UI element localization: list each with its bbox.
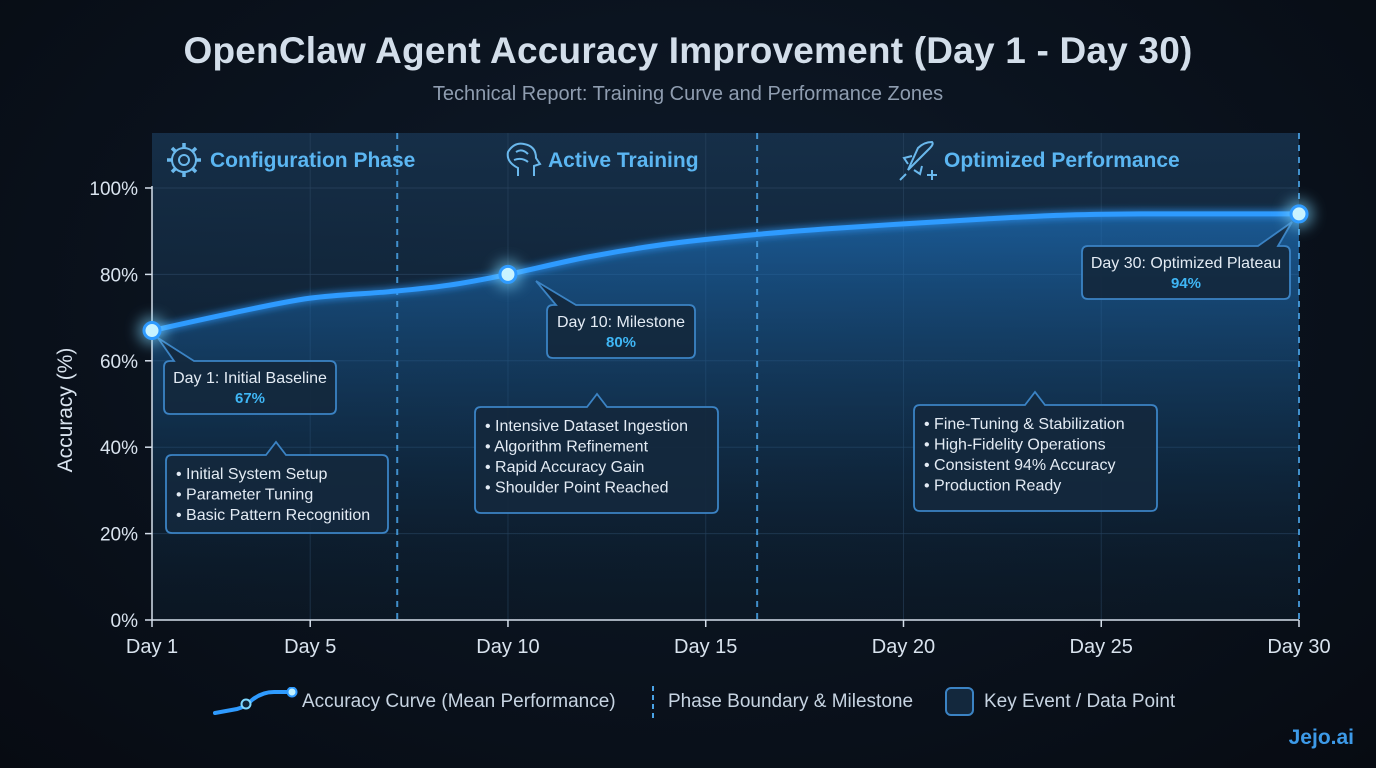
chart-subtitle: Technical Report: Training Curve and Per…	[432, 83, 944, 105]
phase-header: Active Training	[506, 142, 699, 176]
phase-label: Active Training	[548, 149, 699, 172]
phase-note-box: • Intensive Dataset Ingestion • Algorithm…	[474, 392, 719, 514]
dashed-line-icon	[652, 686, 654, 718]
note-bullet: • Intensive Dataset Ingestion	[485, 418, 688, 435]
note-bullet: • Rapid Accuracy Gain	[485, 459, 644, 476]
y-tick-label: 100%	[89, 179, 138, 200]
milestone-callout: Day 30: Optimized Plateau 94%	[1081, 221, 1293, 300]
legend-item-key-event: Key Event / Data Point	[944, 682, 1175, 722]
y-tick-label: 60%	[100, 352, 138, 373]
x-tick-label: Day 1	[126, 636, 178, 658]
x-tick-label: Day 10	[476, 636, 539, 658]
phase-header: Optimized Performance	[899, 140, 1180, 181]
y-tick-label: 80%	[100, 265, 138, 286]
note-bullet: • Production Ready	[924, 478, 1061, 495]
milestone-point	[493, 260, 522, 289]
phase-note-box: • Initial System Setup • Parameter Tuning…	[165, 440, 389, 534]
note-bullet: • Shoulder Point Reached	[485, 480, 669, 497]
x-tick-label: Day 25	[1070, 636, 1133, 658]
phase-label: Optimized Performance	[944, 149, 1180, 172]
phase-header: Configuration Phase	[167, 143, 415, 177]
y-tick-label: 0%	[111, 611, 139, 632]
legend: Accuracy Curve (Mean Performance) Phase …	[0, 682, 1376, 726]
note-bullet: • Basic Pattern Recognition	[176, 507, 370, 524]
note-bullet: • Initial System Setup	[176, 466, 328, 483]
accuracy-curve-line	[149, 211, 1302, 334]
curve-icon	[213, 687, 298, 715]
y-tick-label: 40%	[100, 438, 138, 459]
note-bullet: • Parameter Tuning	[176, 487, 313, 504]
x-tick-label: Day 30	[1267, 636, 1330, 658]
note-bullet: • Algorithm Refinement	[485, 439, 649, 456]
box-icon	[945, 687, 974, 716]
legend-label: Accuracy Curve (Mean Performance)	[302, 691, 616, 712]
y-axis-label: Accuracy (%)	[54, 348, 77, 473]
note-bullet: • Fine-Tuning & Stabilization	[924, 416, 1125, 433]
gear-icon	[167, 143, 201, 177]
legend-item-phase-boundary: Phase Boundary & Milestone	[648, 682, 913, 722]
phase-label: Configuration Phase	[210, 149, 415, 172]
milestone-label: Day 10: Milestone	[557, 314, 685, 331]
chart-title: OpenClaw Agent Accuracy Improvement (Day…	[183, 30, 1193, 71]
brain-icon	[506, 142, 542, 176]
brand-logo: Jejo.ai	[1288, 726, 1354, 749]
milestone-value: 67%	[235, 390, 265, 407]
legend-label: Phase Boundary & Milestone	[668, 691, 914, 712]
milestone-value: 80%	[606, 334, 636, 351]
x-tick-label: Day 5	[284, 636, 336, 658]
accuracy-area	[152, 213, 1299, 621]
milestone-value: 94%	[1171, 275, 1201, 292]
x-tick-label: Day 15	[674, 636, 737, 658]
note-bullet: • Consistent 94% Accuracy	[924, 457, 1115, 474]
milestone-point	[138, 316, 166, 345]
milestone-callout: Day 10: Milestone 80%	[535, 280, 696, 359]
milestone-callout: Day 1: Initial Baseline 67%	[157, 337, 337, 415]
rocket-icon	[899, 140, 937, 181]
y-tick-label: 20%	[100, 525, 138, 546]
milestone-point	[1285, 199, 1313, 228]
phase-note-box: • Fine-Tuning & Stabilization • High-Fide…	[913, 390, 1158, 512]
x-tick-label: Day 20	[872, 636, 935, 658]
milestone-label: Day 30: Optimized Plateau	[1091, 255, 1281, 272]
milestone-label: Day 1: Initial Baseline	[173, 370, 327, 387]
legend-item-accuracy-curve: Accuracy Curve (Mean Performance)	[212, 682, 616, 722]
note-bullet: • High-Fidelity Operations	[924, 437, 1106, 454]
legend-label: Key Event / Data Point	[984, 691, 1176, 712]
